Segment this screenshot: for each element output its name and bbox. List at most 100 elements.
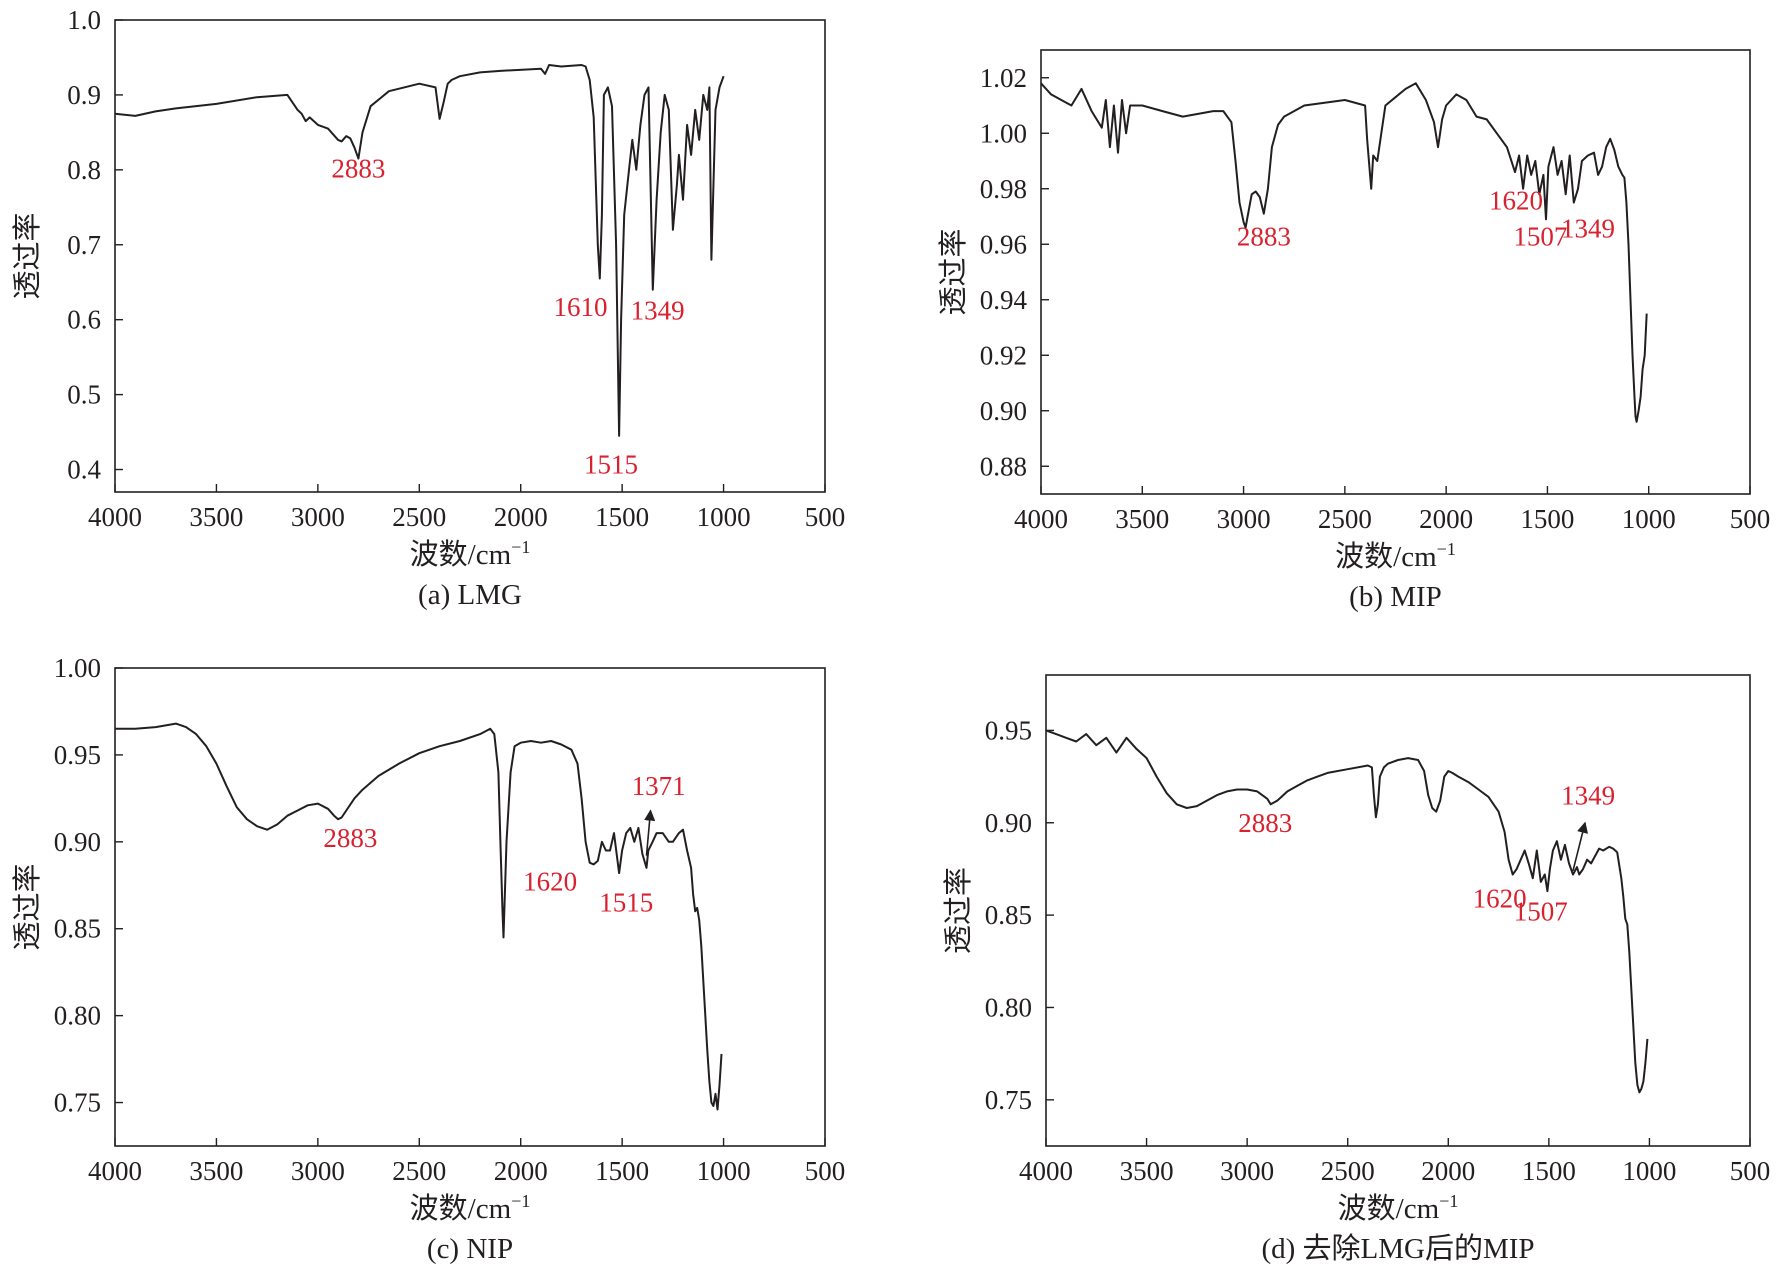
y-tick-label: 0.8 <box>67 155 101 185</box>
y-tick-label: 0.85 <box>985 900 1032 930</box>
y-tick-label: 0.88 <box>980 451 1027 481</box>
x-tick-label: 2000 <box>494 1156 548 1186</box>
y-axis-title: 透过率 <box>942 867 975 954</box>
plot-frame <box>1045 674 1751 1147</box>
x-tick-label: 500 <box>805 502 846 532</box>
panel-caption: (c) NIP <box>427 1233 513 1265</box>
peak-label-1349: 1349 <box>1561 213 1615 243</box>
peak-label-2883: 2883 <box>1238 808 1292 838</box>
peak-label-1620: 1620 <box>523 866 577 896</box>
spectrum-line <box>115 722 723 1111</box>
y-tick-label: 0.90 <box>985 808 1032 838</box>
x-tick-label: 4000 <box>88 502 142 532</box>
x-tick-label: 3500 <box>1120 1156 1174 1186</box>
panel-caption: (d) 去除LMG后的MIP <box>1261 1232 1534 1265</box>
y-tick-label: 0.9 <box>67 80 101 110</box>
y-tick-label: 1.00 <box>980 118 1027 148</box>
x-tick-label: 1500 <box>1520 504 1574 534</box>
x-tick-label: 1500 <box>1522 1156 1576 1186</box>
y-tick-label: 0.80 <box>54 1001 101 1031</box>
x-axis-title: 波数/cm−1 <box>410 537 531 571</box>
y-tick-label: 0.5 <box>67 380 101 410</box>
y-tick-label: 0.80 <box>985 992 1032 1022</box>
y-tick-label: 0.7 <box>67 230 101 260</box>
x-tick-label: 1500 <box>595 502 649 532</box>
x-tick-label: 4000 <box>1014 504 1068 534</box>
y-tick-label: 0.96 <box>980 229 1027 259</box>
peak-label-1349: 1349 <box>1561 780 1615 810</box>
x-tick-label: 3500 <box>189 502 243 532</box>
x-tick-label: 3500 <box>1115 504 1169 534</box>
peak-label-2883: 2883 <box>323 823 377 853</box>
y-axis-title: 透过率 <box>937 228 970 315</box>
chart-panel-c: 4000 3500 3000 2500 2000 1500 1000 500 0.75 0.80 0… <box>11 653 845 1265</box>
x-tick-label: 500 <box>805 1156 846 1186</box>
x-tick-label: 2500 <box>392 502 446 532</box>
x-axis-title: 波数/cm−1 <box>1335 539 1456 573</box>
y-tick-label: 0.94 <box>980 285 1028 315</box>
y-tick-label: 0.98 <box>980 174 1027 204</box>
y-tick-label: 1.02 <box>980 63 1027 93</box>
x-tick-label: 2000 <box>1419 504 1473 534</box>
x-tick-label: 3000 <box>291 502 345 532</box>
x-tick-label: 3000 <box>1220 1156 1274 1186</box>
y-tick-label: 0.85 <box>54 914 101 944</box>
x-tick-label: 2500 <box>392 1156 446 1186</box>
chart-panel-a: 4000 3500 3000 2500 2000 1500 1000 500 0.4 0.5 0.6… <box>11 5 845 611</box>
peak-label-1620: 1620 <box>1473 884 1527 914</box>
y-tick-label: 0.90 <box>54 827 101 857</box>
x-tick-label: 500 <box>1730 504 1771 534</box>
panel-caption: (a) LMG <box>418 579 522 611</box>
x-tick-label: 500 <box>1730 1156 1771 1186</box>
annotation-arrow <box>1572 821 1589 871</box>
x-tick-label: 1000 <box>1622 1156 1676 1186</box>
x-axis-title: 波数/cm−1 <box>1338 1191 1459 1225</box>
x-tick-label: 3500 <box>189 1156 243 1186</box>
panel-caption: (b) MIP <box>1349 581 1442 613</box>
spectrum-line <box>1040 82 1648 423</box>
plot-frame <box>1040 49 1751 495</box>
spectrum-line <box>114 64 725 437</box>
x-tick-label: 1000 <box>1622 504 1676 534</box>
x-tick-label: 1500 <box>595 1156 649 1186</box>
peak-label-1620: 1620 <box>1489 186 1543 216</box>
y-tick-label: 0.90 <box>980 396 1027 426</box>
peak-label-1515: 1515 <box>599 887 653 917</box>
annotation-arrow <box>644 809 656 856</box>
x-tick-label: 2500 <box>1321 1156 1375 1186</box>
plot-frame <box>114 19 826 493</box>
x-axis-title: 波数/cm−1 <box>410 1191 531 1225</box>
y-axis-title: 透过率 <box>11 863 44 950</box>
peak-label-1515: 1515 <box>584 449 638 479</box>
peak-label-1507: 1507 <box>1514 897 1568 927</box>
x-tick-label: 3000 <box>1217 504 1271 534</box>
y-tick-label: 1.00 <box>54 653 101 683</box>
peak-label-2883: 2883 <box>1237 222 1291 252</box>
peak-label-1507: 1507 <box>1513 222 1567 252</box>
x-tick-label: 4000 <box>1019 1156 1073 1186</box>
y-tick-label: 0.95 <box>54 740 101 770</box>
y-tick-label: 1.0 <box>67 5 101 35</box>
x-tick-label: 2000 <box>494 502 548 532</box>
y-tick-label: 0.75 <box>54 1088 101 1118</box>
y-tick-label: 0.75 <box>985 1085 1032 1115</box>
x-tick-label: 2500 <box>1318 504 1372 534</box>
peak-label-1371: 1371 <box>632 771 686 801</box>
y-tick-label: 0.6 <box>67 305 101 335</box>
y-tick-label: 0.95 <box>985 715 1032 745</box>
chart-panel-b: 4000 3500 3000 2500 2000 1500 1000 500 0.88 0.90 0… <box>937 49 1771 613</box>
x-tick-label: 2000 <box>1421 1156 1475 1186</box>
chart-panel-d: 4000 3500 3000 2500 2000 1500 1000 500 0.75 0.80 0… <box>942 674 1771 1265</box>
peak-label-2883: 2883 <box>331 153 385 183</box>
peak-label-1349: 1349 <box>631 296 685 326</box>
y-axis-title: 透过率 <box>11 212 44 299</box>
x-tick-label: 4000 <box>88 1156 142 1186</box>
y-tick-label: 0.4 <box>67 455 101 485</box>
y-tick-label: 0.92 <box>980 340 1027 370</box>
plot-frame <box>114 667 826 1147</box>
x-tick-label: 1000 <box>697 1156 751 1186</box>
x-tick-label: 3000 <box>291 1156 345 1186</box>
x-tick-label: 1000 <box>697 502 751 532</box>
spectrum-line <box>1045 729 1649 1094</box>
